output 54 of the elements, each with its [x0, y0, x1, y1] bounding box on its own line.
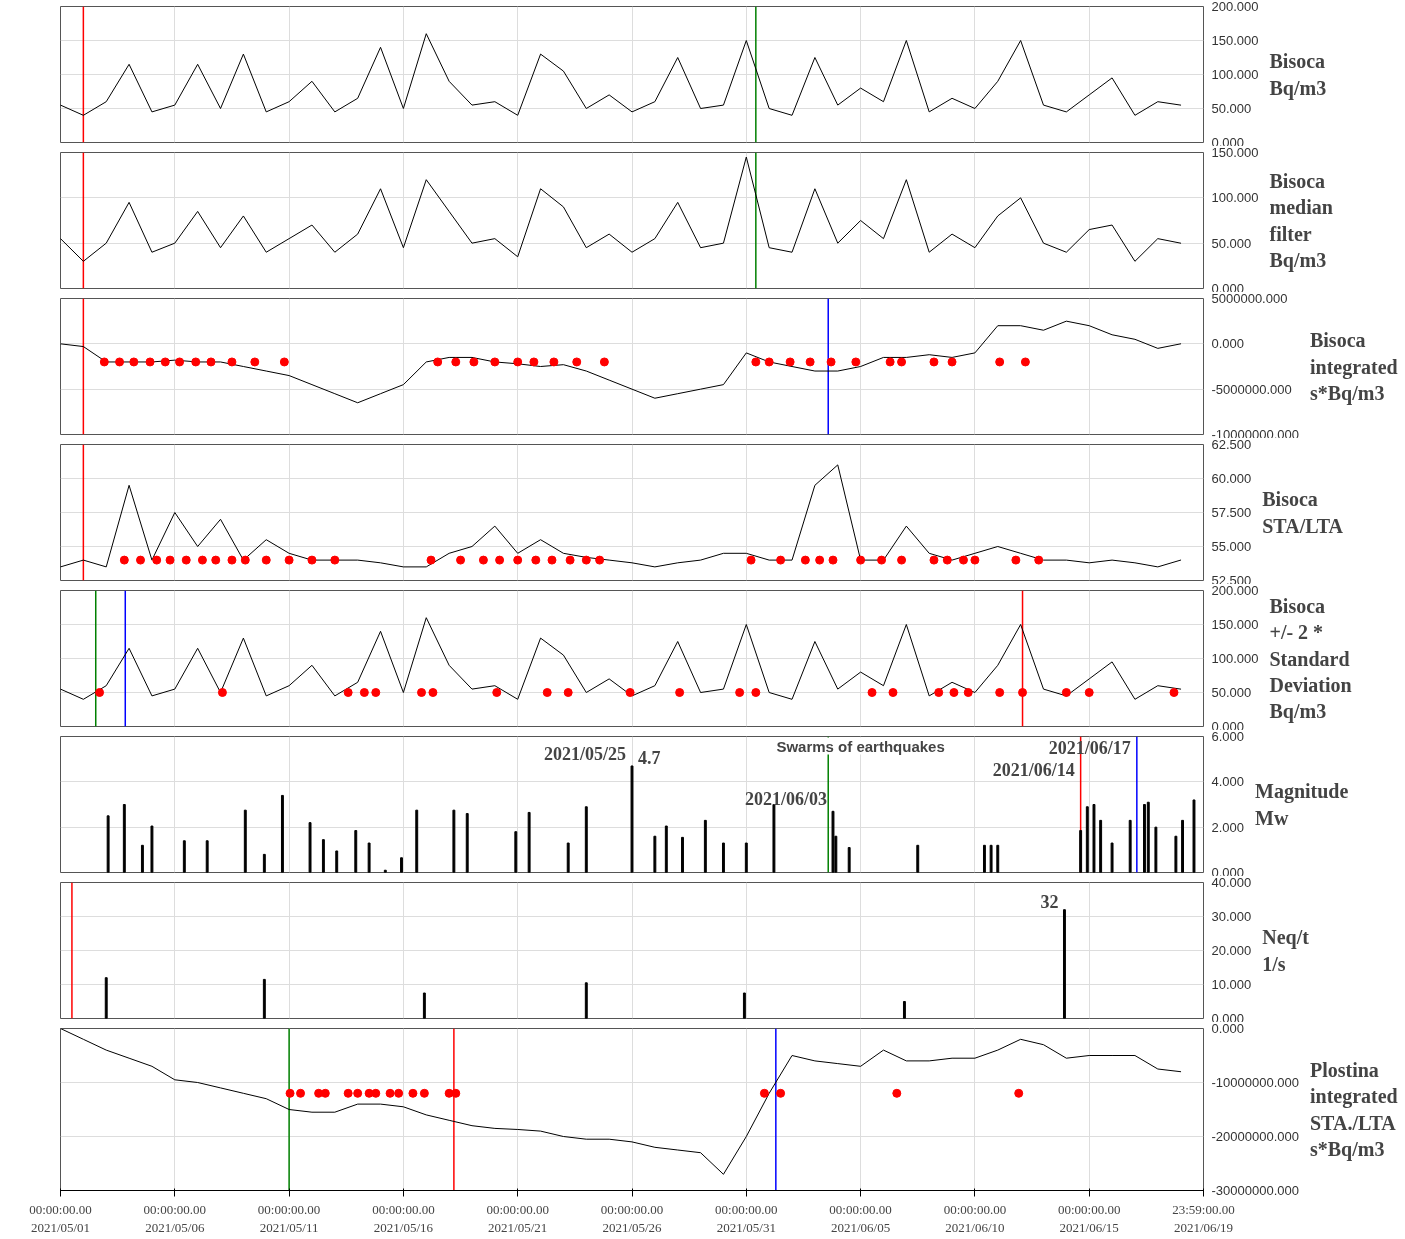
- y-tick-label: 100.000: [1211, 67, 1259, 82]
- annotation: 2021/06/14: [992, 759, 1075, 780]
- y-tick-label: 40.000: [1211, 875, 1252, 890]
- y-axis-title: Plostina integrated STA./LTA s*Bq/m3: [1309, 1058, 1398, 1162]
- y-tick-label: 62.500: [1211, 437, 1252, 452]
- y-tick-label: -20000000.000: [1211, 1129, 1299, 1144]
- annotation: 4.7: [638, 747, 661, 768]
- y-tick-label: 150.000: [1211, 33, 1259, 48]
- y-axis-title: Neq/t 1/s: [1262, 926, 1310, 975]
- y-tick-label: 5000000.000: [1211, 291, 1288, 306]
- y-axis-title: Bisoca integrated s*Bq/m3: [1309, 329, 1398, 405]
- y-tick-label: 200.000: [1211, 0, 1259, 14]
- y-axis-title: Bisoca +/- 2 * Standard Deviation Bq/m3: [1269, 594, 1352, 724]
- y-tick-label: 150.000: [1211, 145, 1259, 160]
- y-tick-label: 50.000: [1211, 235, 1252, 251]
- y-tick-label: -5000000.000: [1211, 381, 1292, 397]
- annotation: Swarms of earthquakes: [776, 737, 945, 755]
- y-tick-label: 50.000: [1211, 685, 1252, 700]
- x-tick-label: 00:00:00.00 2021/05/11: [257, 1201, 321, 1235]
- y-tick-label: 0.000: [1211, 1021, 1245, 1036]
- x-tick-label: 00:00:00.00 2021/06/15: [1057, 1201, 1121, 1235]
- x-tick-label: 00:00:00.00 2021/05/31: [715, 1201, 778, 1235]
- y-tick-label: 100.000: [1211, 651, 1259, 666]
- y-tick-label: 6.000: [1211, 729, 1245, 744]
- x-tick-label: 00:00:00.00 2021/05/21: [486, 1201, 549, 1235]
- y-tick-label: 10.000: [1211, 977, 1252, 992]
- y-axis-title: Bisoca Bq/m3: [1269, 50, 1327, 100]
- y-tick-label: 50.000: [1211, 101, 1252, 116]
- y-tick-label: 30.000: [1211, 909, 1252, 924]
- annotation: 2021/06/03: [744, 789, 827, 810]
- y-tick-label: -10000000.000: [1211, 1075, 1299, 1090]
- y-axis-title: Bisoca STA/LTA: [1262, 488, 1344, 537]
- y-tick-label: 200.000: [1211, 583, 1259, 598]
- y-tick-label: 0.000: [1211, 336, 1245, 352]
- x-tick-label: 00:00:00.00 2021/06/10: [943, 1201, 1007, 1235]
- y-tick-label: 55.000: [1211, 539, 1252, 554]
- y-tick-label: 20.000: [1211, 943, 1252, 958]
- y-tick-label: 100.000: [1211, 190, 1259, 206]
- y-tick-label: 150.000: [1211, 617, 1259, 632]
- x-tick-label: 00:00:00.00 2021/05/01: [29, 1201, 92, 1235]
- x-tick-label: 00:00:00.00 2021/05/06: [143, 1201, 207, 1235]
- y-axis-title: Bisoca median filter Bq/m3: [1269, 169, 1333, 273]
- y-tick-label: -30000000.000: [1211, 1183, 1299, 1198]
- y-tick-label: 57.500: [1211, 505, 1252, 520]
- y-tick-label: 60.000: [1211, 471, 1252, 486]
- x-tick-label: 00:00:00.00 2021/05/26: [600, 1201, 664, 1235]
- y-tick-label: 4.000: [1211, 774, 1245, 790]
- y-axis-title: Magnitude Mw: [1255, 780, 1349, 829]
- annotation: 2021/05/25: [544, 743, 627, 764]
- x-tick-label: 00:00:00.00 2021/05/16: [372, 1201, 435, 1235]
- x-tick-label: 23:59:00.00 2021/06/19: [1172, 1201, 1235, 1235]
- y-tick-label: 2.000: [1211, 819, 1245, 835]
- x-tick-label: 00:00:00.00 2021/06/05: [829, 1201, 892, 1235]
- annotation: 32: [1040, 891, 1059, 912]
